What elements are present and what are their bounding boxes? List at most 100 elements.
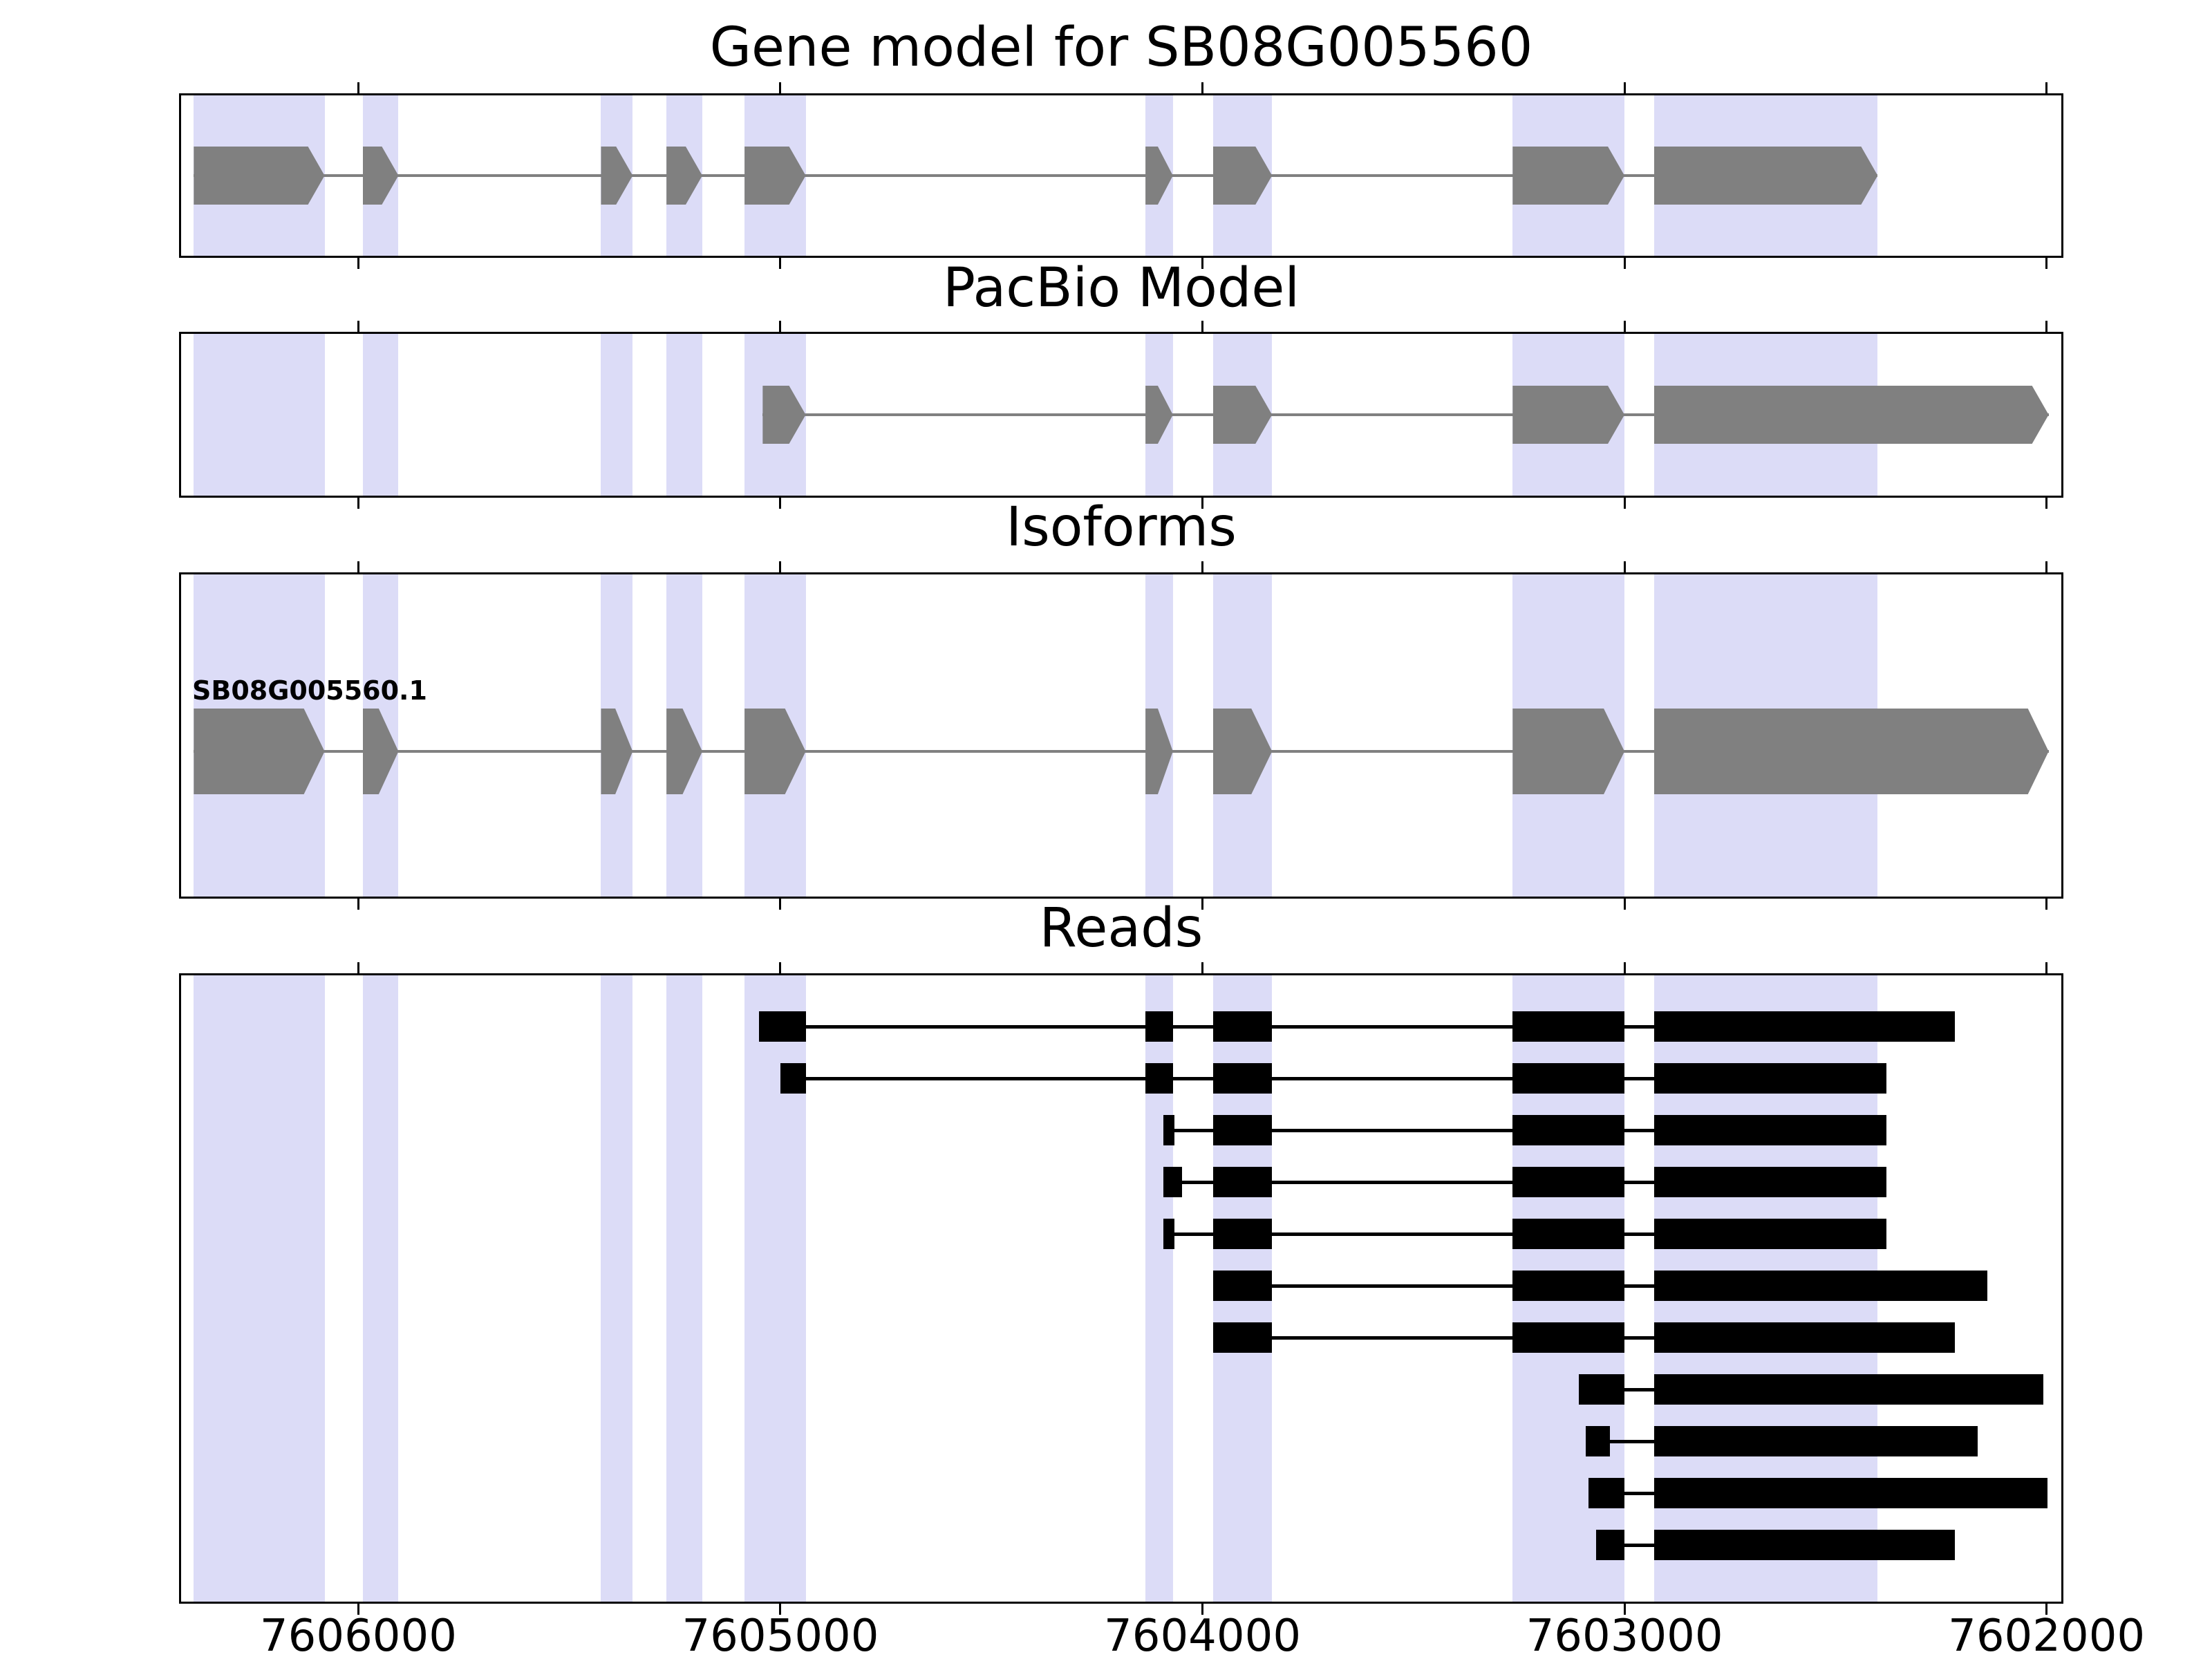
panel-reads (179, 962, 2063, 1615)
read-block (1163, 1167, 1183, 1197)
read-block (1145, 1063, 1173, 1094)
tick-mark (2045, 1604, 2048, 1615)
read-block (1145, 1011, 1173, 1042)
read-block (1653, 1322, 1955, 1353)
tick-mark (1201, 899, 1204, 910)
tick-mark (357, 321, 359, 332)
exon (194, 147, 325, 205)
read-block (1212, 1011, 1273, 1042)
exon (1512, 147, 1624, 205)
tick-mark (357, 258, 359, 269)
tick-mark (1623, 1604, 1626, 1615)
read-block (1653, 1167, 1886, 1197)
tick-mark (779, 1604, 782, 1615)
read-block (1512, 1011, 1625, 1042)
panel-isoforms: SB08G005560.1 (179, 561, 2063, 910)
tick-mark (357, 498, 359, 509)
panel-gene-model (179, 82, 2063, 269)
read-block (1653, 1219, 1886, 1249)
title-gene-model: Gene model for SB08G005560 (709, 17, 1533, 79)
tick-mark (1201, 258, 1204, 269)
read-block (1653, 1374, 2043, 1405)
tick-mark (1623, 561, 1626, 572)
tick-mark (1623, 82, 1626, 93)
tick-mark (1623, 321, 1626, 332)
read-block (1653, 1530, 1955, 1560)
x-tick-label: 7605000 (682, 1611, 879, 1659)
highlight-band (194, 334, 325, 496)
exon (1653, 386, 2049, 444)
read-block (1512, 1063, 1625, 1094)
tick-mark (1201, 321, 1204, 332)
tick-mark (779, 82, 782, 93)
exon (1512, 386, 1624, 444)
tick-mark (779, 321, 782, 332)
tick-mark (357, 1604, 359, 1615)
intron-line (194, 174, 1878, 177)
tick-mark (779, 962, 782, 973)
tick-mark (1201, 82, 1204, 93)
x-tick-label: 7606000 (259, 1611, 457, 1659)
tick-mark (779, 498, 782, 509)
x-tick-label: 7604000 (1104, 1611, 1302, 1659)
highlight-band (362, 975, 399, 1602)
exon (194, 709, 325, 794)
tick-mark (2045, 82, 2048, 93)
read-block (1512, 1167, 1625, 1197)
highlight-band (601, 975, 633, 1602)
read-block (1512, 1322, 1625, 1353)
tick-mark (2045, 962, 2048, 973)
read-block (1653, 1115, 1886, 1145)
read-block (1585, 1426, 1610, 1456)
read-block (1212, 1115, 1273, 1145)
isoform-label: SB08G005560.1 (192, 675, 427, 706)
read-block (1212, 1322, 1273, 1353)
read-block (1512, 1219, 1625, 1249)
read-block (1588, 1478, 1625, 1508)
read-block (1212, 1219, 1273, 1249)
tick-mark (357, 962, 359, 973)
read-block (1595, 1530, 1625, 1560)
read-block (1163, 1115, 1175, 1145)
tick-mark (1623, 498, 1626, 509)
read-block (1579, 1374, 1625, 1405)
tick-mark (357, 561, 359, 572)
title-reads: Reads (1039, 897, 1203, 959)
tick-mark (1623, 899, 1626, 910)
read-block (1512, 1115, 1625, 1145)
tick-mark (357, 82, 359, 93)
read-block (1653, 1271, 1988, 1301)
read-line (759, 1024, 1955, 1029)
read-block (1653, 1063, 1886, 1094)
highlight-band (362, 334, 399, 496)
exon (1512, 709, 1624, 794)
tick-mark (1623, 962, 1626, 973)
tick-mark (1201, 561, 1204, 572)
read-block (1512, 1271, 1625, 1301)
tick-mark (779, 561, 782, 572)
tick-mark (779, 899, 782, 910)
read-block (1212, 1167, 1273, 1197)
highlight-band (601, 334, 633, 496)
x-axis-labels: 7606000 7605000 7604000 7603000 7602000 (181, 1611, 2145, 1659)
read-block (1163, 1219, 1175, 1249)
tick-mark (357, 899, 359, 910)
tick-mark (2045, 258, 2048, 269)
tick-mark (1201, 962, 1204, 973)
tick-mark (1201, 1604, 1204, 1615)
read-block (780, 1063, 806, 1094)
highlight-band (666, 334, 703, 496)
title-isoforms: Isoforms (1006, 496, 1237, 559)
tick-mark (1623, 258, 1626, 269)
read-line (780, 1076, 1886, 1080)
highlight-band (194, 975, 325, 1602)
exon (1653, 709, 2049, 794)
tick-mark (2045, 899, 2048, 910)
read-block (1653, 1478, 2047, 1508)
tick-mark (2045, 321, 2048, 332)
x-tick-label: 7603000 (1526, 1611, 1723, 1659)
highlight-band (666, 975, 703, 1602)
title-pacbio-model: PacBio Model (942, 257, 1300, 319)
exon (1653, 147, 1877, 205)
